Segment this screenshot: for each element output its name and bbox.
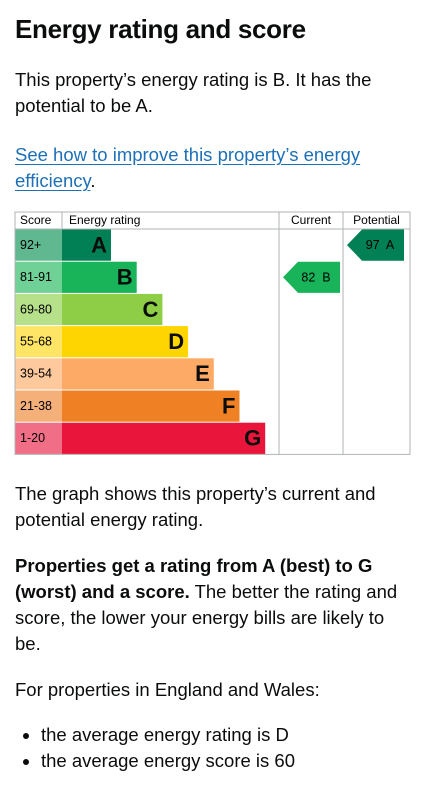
score-cell xyxy=(15,229,62,261)
explainer: Properties get a rating from A (best) to… xyxy=(15,553,411,657)
explainer-bold: Properties get a rating from A (best) to… xyxy=(15,555,373,602)
band-letter: A xyxy=(91,232,107,257)
band-letter: C xyxy=(143,297,159,322)
band-letter: F xyxy=(222,393,235,418)
graph-note: The graph shows this property’s current … xyxy=(15,483,376,530)
score-cell xyxy=(15,261,62,293)
header-score: Score xyxy=(20,213,52,227)
band-score: 1-20 xyxy=(20,431,45,445)
current-arrow xyxy=(283,261,340,293)
average-item: the average energy rating is D xyxy=(41,722,295,748)
band-score: 92+ xyxy=(20,238,41,252)
band-letter: B xyxy=(117,265,133,290)
band-letter: E xyxy=(195,361,210,386)
graph-frame xyxy=(14,211,411,455)
band-bar xyxy=(62,229,111,261)
potential-arrow xyxy=(347,229,404,261)
band-letter: G xyxy=(244,426,261,451)
score-cell xyxy=(15,358,62,390)
improve-link[interactable]: See how to improve this property’s energ… xyxy=(15,144,361,191)
score-cell xyxy=(15,390,62,422)
band-bar xyxy=(62,390,240,422)
band-score: 39-54 xyxy=(20,367,52,381)
score-cell xyxy=(15,422,62,454)
intro: This property’s energy rating is B. It h… xyxy=(15,69,372,116)
potential-rating: A xyxy=(386,238,395,252)
link-suffix: . xyxy=(90,170,96,191)
band-score: 55-68 xyxy=(20,334,52,348)
band-score: 81-91 xyxy=(20,270,52,284)
heading: Energy rating and score xyxy=(15,14,306,44)
potential-label: 97 A xyxy=(366,238,395,252)
band-bar xyxy=(62,358,214,390)
band-letter: D xyxy=(168,329,184,354)
band-bar xyxy=(62,422,266,454)
regional: For properties in England and Wales: xyxy=(15,679,320,700)
current-label: 82 B xyxy=(301,271,330,285)
header-rating: Energy rating xyxy=(69,213,140,227)
score-cell xyxy=(15,293,62,326)
band-score: 21-38 xyxy=(20,399,52,413)
potential-score: 97 xyxy=(366,238,380,252)
band-bar xyxy=(62,293,163,326)
header-potential: Potential xyxy=(353,213,400,227)
score-cell xyxy=(15,326,62,358)
link-paragraph: See how to improve this property’s energ… xyxy=(15,142,411,194)
band-bar xyxy=(62,326,189,358)
band-bar xyxy=(62,261,137,293)
average-item: the average energy score is 60 xyxy=(41,748,295,774)
explainer-rest: The better the rating and score, the low… xyxy=(15,581,398,654)
energy-graph: Score Energy rating Current Potential 92+ A 81… xyxy=(14,211,411,455)
current-score: 82 xyxy=(301,271,315,285)
header-current: Current xyxy=(291,213,332,227)
averages-list: the average energy rating is Dthe averag… xyxy=(15,722,295,774)
current-rating: B xyxy=(322,271,330,285)
band-score: 69-80 xyxy=(20,302,52,316)
